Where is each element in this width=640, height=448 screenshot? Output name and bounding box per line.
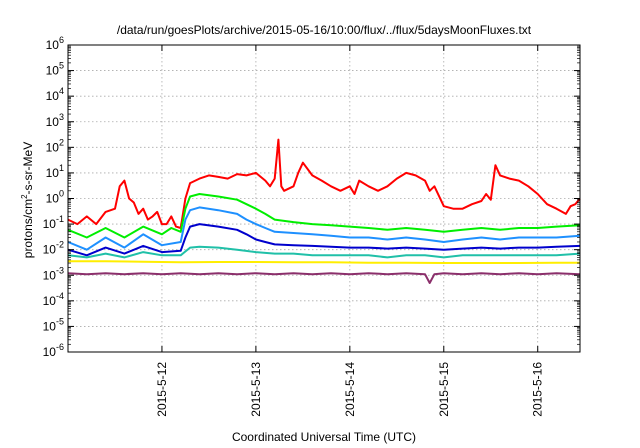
series-line-4: [67, 223, 581, 257]
x-tick-label: 2015-5-12: [155, 362, 169, 417]
y-tick-label: 10-1: [43, 214, 64, 231]
y-tick-label: 10-2: [43, 240, 64, 257]
y-tick-label: 10-3: [43, 265, 64, 282]
y-tick-label: 101: [46, 163, 64, 180]
grid-lines: [68, 45, 580, 352]
y-tick-label: 102: [46, 137, 64, 154]
y-tick-label: 105: [46, 61, 64, 78]
series-line-2: [67, 193, 581, 239]
chart-title: /data/run/goesPlots/archive/2015-05-16/1…: [117, 23, 532, 37]
y-tick-label: 104: [46, 86, 64, 103]
axes: 10-6 10-5 10-4 10-3 10-2 10-1 100 101 102 103 104 1…: [43, 35, 581, 417]
series-line-6: [68, 260, 580, 264]
y-tick-label: 10-5: [43, 316, 64, 333]
plot-frame: [67, 44, 581, 353]
x-tick-label: 2015-5-16: [531, 362, 545, 417]
y-tick-label: 10-6: [43, 342, 64, 359]
x-tick-label: 2015-5-15: [437, 362, 451, 417]
y-tick-label: 10-4: [43, 291, 64, 308]
series-line-7: [67, 272, 581, 284]
x-tick-label: 2015-5-13: [249, 362, 263, 417]
series-line-5: [67, 245, 581, 259]
x-tick-label: 2015-5-14: [343, 362, 357, 417]
y-tick-label: 103: [46, 112, 64, 129]
series-line-3: [67, 206, 581, 251]
series-line-1: [67, 138, 581, 229]
series-lines: [67, 138, 581, 284]
x-axis-label: Coordinated Universal Time (UTC): [232, 430, 416, 444]
y-axis-label: protons/cm2-s-sr-MeV: [20, 142, 35, 258]
y-tick-label: 106: [46, 35, 64, 52]
y-tick-label: 100: [46, 189, 64, 206]
